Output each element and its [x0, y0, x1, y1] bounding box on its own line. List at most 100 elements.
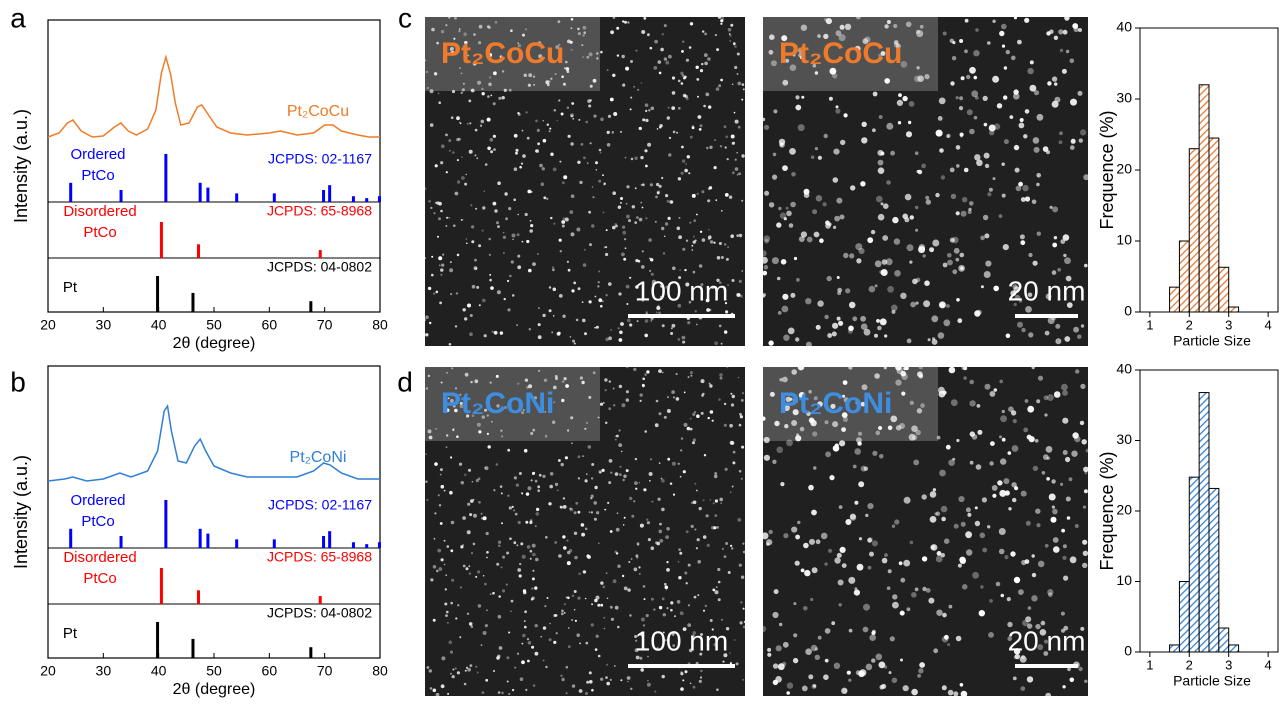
particle — [833, 226, 836, 229]
particle — [617, 565, 620, 568]
particle — [724, 403, 726, 405]
particle — [684, 269, 686, 271]
particle — [725, 542, 728, 545]
histogram-bar — [1189, 477, 1199, 652]
particle — [512, 506, 514, 508]
particle — [549, 638, 552, 641]
xrd-curve — [48, 57, 380, 137]
particle — [741, 478, 743, 480]
particle — [706, 147, 709, 150]
particle — [605, 676, 608, 679]
particle — [425, 315, 429, 319]
particle — [623, 258, 626, 261]
particle — [910, 302, 916, 308]
particle — [767, 653, 771, 657]
particle — [739, 564, 742, 567]
particle — [588, 445, 592, 449]
particle — [538, 307, 540, 309]
particle — [919, 662, 925, 668]
particle — [681, 146, 684, 149]
particle — [961, 211, 967, 217]
reference-card: JCPDS: 04-0802 — [267, 605, 372, 621]
particle — [739, 413, 742, 416]
particle — [600, 152, 602, 154]
particle — [1036, 523, 1040, 527]
particle — [1047, 81, 1051, 85]
particle — [1033, 261, 1038, 266]
x-axis-label: Particle Size — [1173, 333, 1251, 349]
particle — [725, 468, 728, 471]
particle — [961, 522, 966, 527]
particle — [1054, 82, 1057, 85]
particle — [445, 614, 448, 617]
particle — [701, 190, 704, 193]
particle — [842, 563, 847, 568]
particle — [1044, 395, 1049, 400]
particle — [659, 530, 663, 534]
particle — [549, 130, 551, 132]
particle — [629, 497, 632, 500]
particle — [445, 134, 448, 137]
particle — [975, 521, 980, 526]
particle — [982, 497, 987, 502]
particle — [692, 249, 694, 251]
particle — [571, 194, 575, 198]
particle — [584, 249, 586, 251]
particle — [651, 546, 655, 550]
particle — [662, 675, 665, 678]
particle — [808, 485, 814, 491]
particle — [805, 648, 812, 655]
particle — [946, 445, 951, 450]
particle — [872, 630, 876, 634]
particle — [549, 128, 551, 130]
particle — [616, 27, 619, 30]
particle — [619, 385, 622, 388]
particle — [983, 96, 988, 101]
particle — [500, 331, 503, 334]
particle — [467, 613, 469, 615]
particle — [869, 634, 876, 641]
particle — [515, 152, 518, 155]
particle — [694, 483, 696, 485]
particle — [643, 488, 646, 491]
particle — [484, 467, 486, 469]
particle — [566, 666, 569, 669]
particle — [719, 242, 722, 245]
particle — [956, 636, 962, 642]
particle — [559, 294, 563, 298]
particle — [960, 253, 965, 258]
particle — [500, 566, 502, 568]
particle — [626, 203, 628, 205]
particle — [1080, 129, 1086, 135]
particle — [823, 674, 829, 680]
particle — [1003, 478, 1009, 484]
particle — [515, 149, 518, 152]
particle — [880, 685, 885, 690]
particle — [880, 318, 887, 325]
particle — [528, 269, 532, 273]
particle — [1014, 145, 1019, 150]
particle — [877, 326, 882, 331]
particle — [824, 134, 828, 138]
particle — [625, 157, 627, 159]
particle — [464, 683, 467, 686]
particle — [588, 211, 591, 214]
particle — [766, 543, 769, 546]
particle — [788, 328, 795, 335]
particle — [596, 511, 599, 514]
particle — [630, 97, 632, 99]
x-tick-label: 50 — [206, 317, 222, 333]
particle — [1067, 668, 1071, 672]
particle — [608, 481, 611, 484]
particle — [650, 458, 652, 460]
x-tick-label: 60 — [262, 663, 278, 679]
particle — [558, 554, 562, 558]
particle — [500, 485, 503, 488]
particle — [446, 446, 448, 448]
particle — [440, 468, 443, 471]
particle — [592, 186, 594, 188]
particle — [1037, 114, 1044, 121]
particle — [567, 106, 570, 109]
particle — [710, 240, 713, 243]
particle — [837, 291, 841, 295]
